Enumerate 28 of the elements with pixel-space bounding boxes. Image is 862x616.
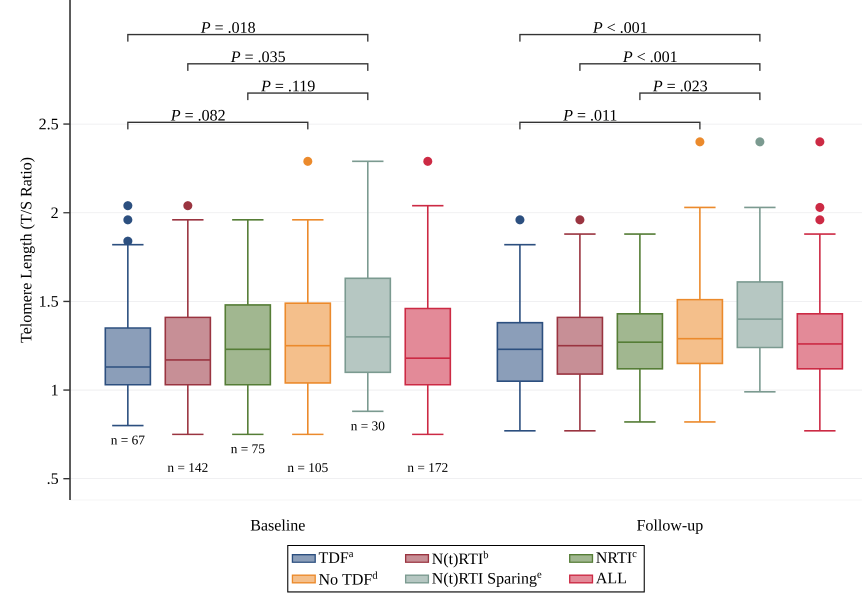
annotation: P = .023 bbox=[652, 80, 708, 92]
y-tick-label: 1.5 bbox=[40, 296, 58, 307]
x-tick-label: Baseline bbox=[250, 519, 305, 531]
annotation: P = .018 bbox=[200, 22, 255, 33]
annotation: n = 67 bbox=[111, 436, 145, 445]
legend-label: NRTI$^{c}$ bbox=[596, 552, 637, 563]
y-axis-title: Telomere Length (T/S Ratio) bbox=[20, 158, 35, 343]
annotation: P < .001 bbox=[622, 51, 677, 62]
annotation: n = 172 bbox=[408, 463, 448, 472]
y-tick-label: 1 bbox=[52, 384, 58, 396]
annotation: P = .082 bbox=[170, 110, 225, 121]
annotation: n = 75 bbox=[231, 444, 264, 454]
legend-label: N(t)RTI$^{b}$ bbox=[432, 550, 488, 568]
x-tick-label: Follow-up bbox=[637, 519, 703, 534]
annotation: P < .001 bbox=[592, 22, 647, 33]
annotation: P = .035 bbox=[230, 51, 285, 62]
legend-label: TDF$^{a}$ bbox=[318, 552, 354, 563]
annotation: P = .119 bbox=[261, 80, 315, 92]
y-tick-label: .5 bbox=[48, 473, 58, 484]
y-tick-label: 2 bbox=[51, 207, 58, 218]
legend-label: N(t)RTI Sparing$^{e}$ bbox=[432, 572, 542, 587]
annotation: n = 105 bbox=[288, 463, 328, 472]
legend-label: No TDF$^{d}$ bbox=[318, 571, 378, 585]
annotation: n = 142 bbox=[168, 463, 208, 472]
y-tick-label: 2.5 bbox=[39, 118, 58, 130]
annotation: P = .011 bbox=[563, 110, 616, 121]
annotation: n = 30 bbox=[351, 421, 384, 430]
legend-label: ALL bbox=[596, 572, 626, 584]
